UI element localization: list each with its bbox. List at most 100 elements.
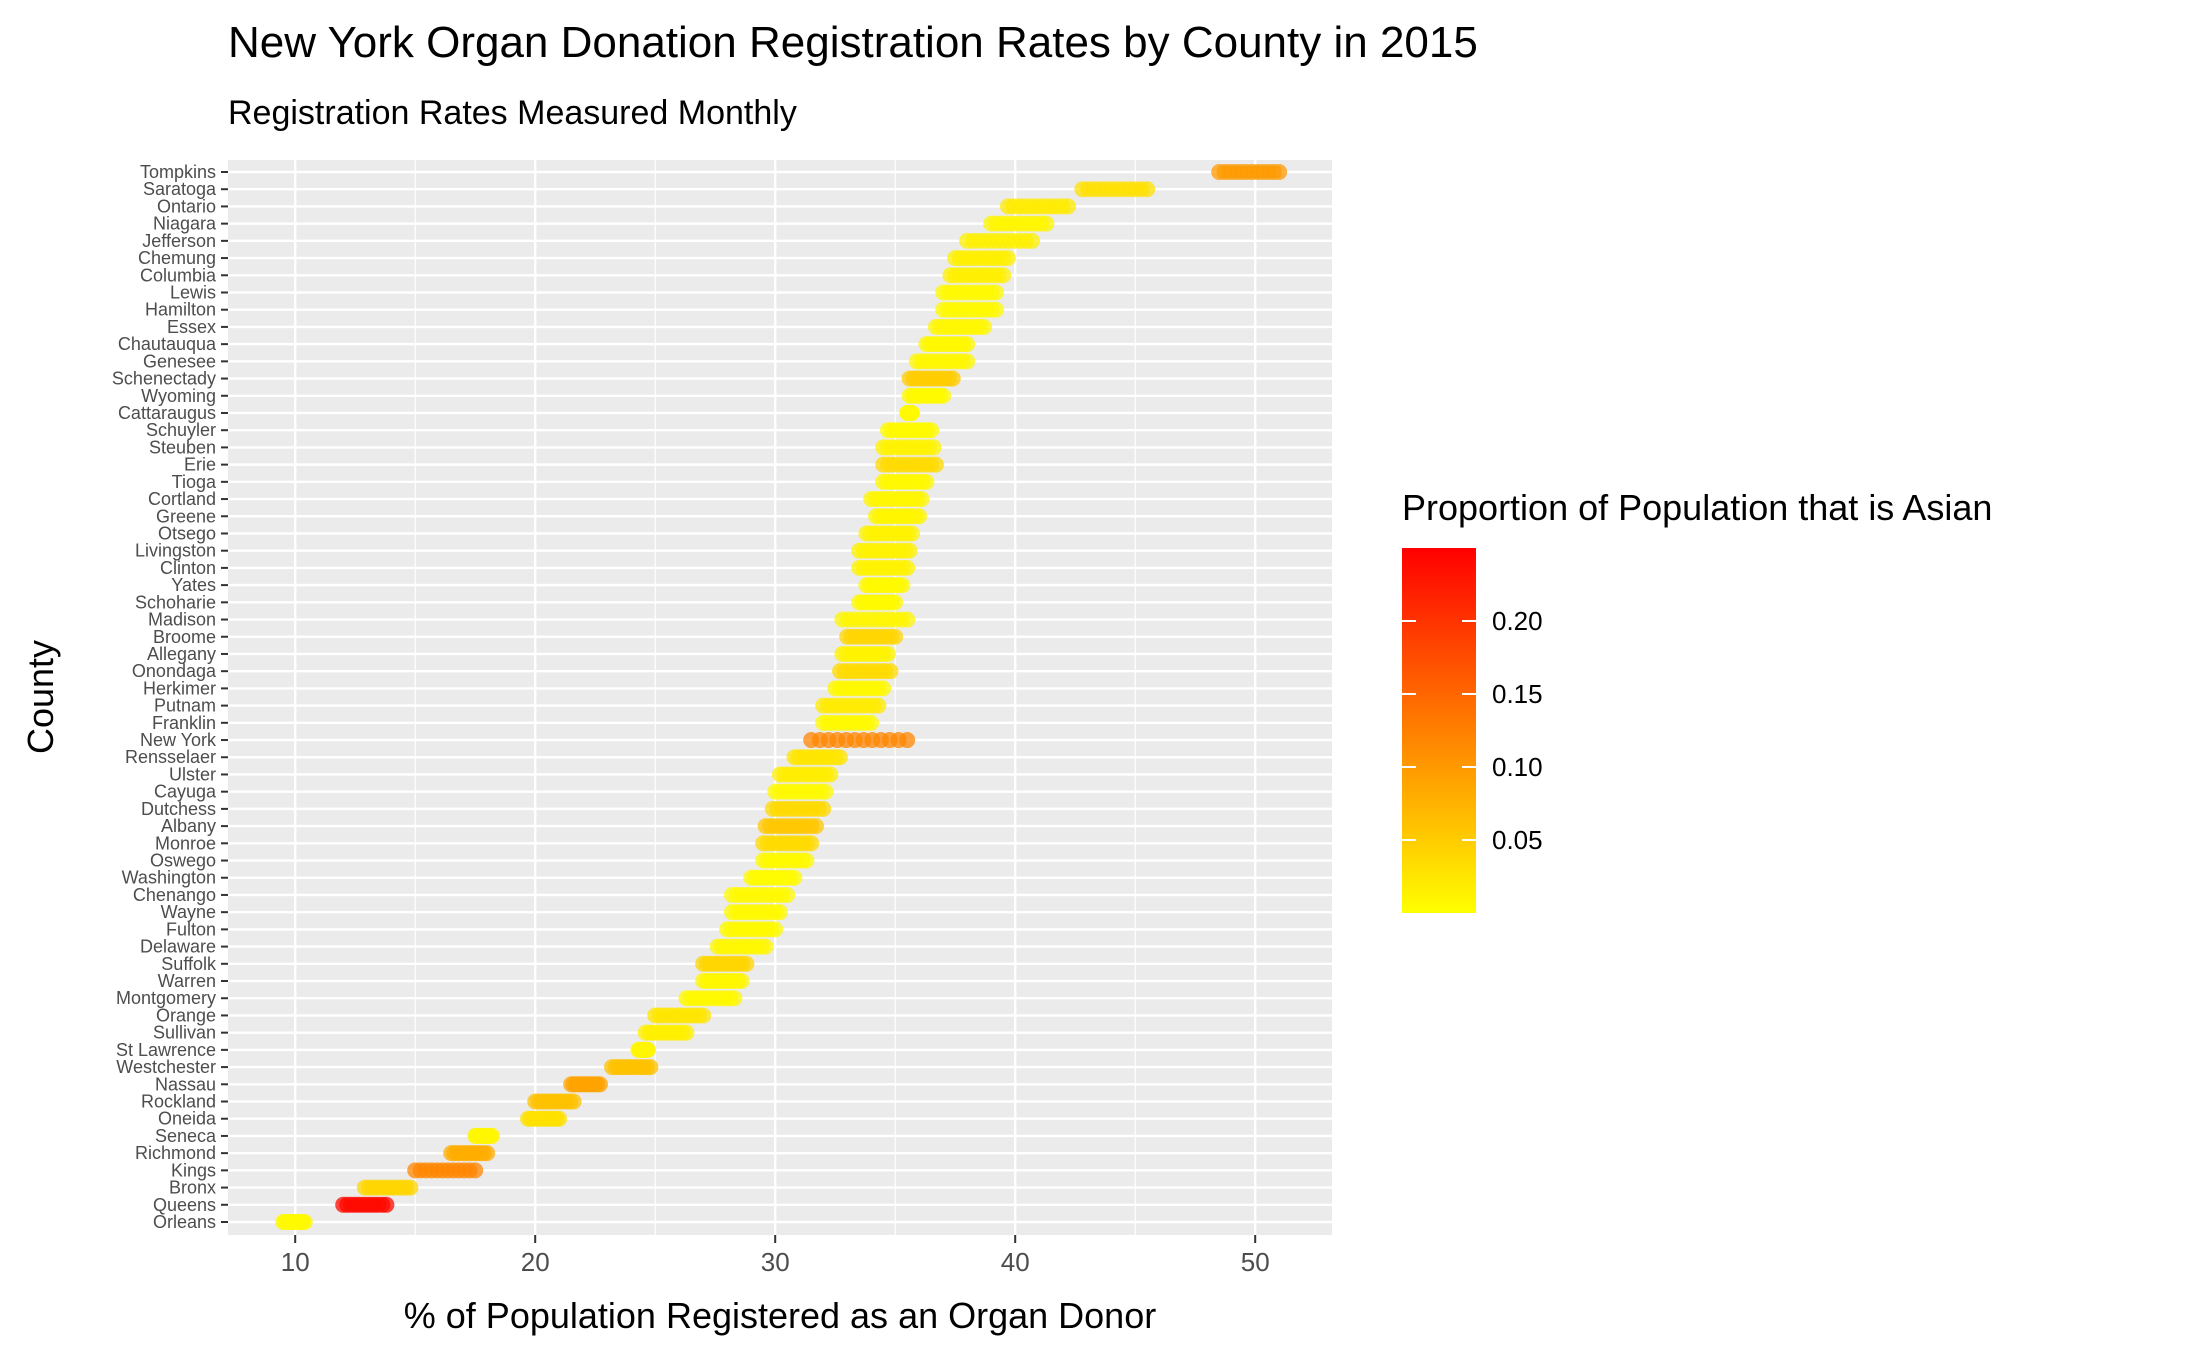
county-points [647,1007,712,1024]
data-point [832,749,848,766]
y-tick-label: Nassau [155,1074,216,1094]
county-points [834,645,896,662]
county-points [724,886,796,903]
y-tick-label: Washington [122,868,216,888]
legend-colorbar [1402,548,1476,913]
y-tick-label: Oswego [150,851,216,871]
y-tick-label: New York [140,730,217,750]
data-point [935,387,952,404]
y-tick-label: Cayuga [154,782,217,802]
data-point [726,990,743,1007]
data-point [944,370,961,387]
county-points [724,904,788,921]
data-point [757,938,774,955]
y-tick-label: Tompkins [140,162,216,182]
data-point [640,1041,656,1058]
data-point [592,1076,608,1093]
county-points [356,1179,419,1196]
county-points [827,680,892,697]
y-tick-label: Kings [171,1160,216,1180]
data-point [988,301,1004,318]
data-point [296,1214,313,1230]
y-tick-label: Suffolk [161,954,217,974]
plot-panel [228,160,1332,1235]
y-tick-label: Jefferson [142,231,216,251]
data-point [738,955,755,972]
y-tick-label: Westchester [116,1057,216,1077]
data-point [899,732,916,749]
county-points [851,594,904,611]
county-points [983,215,1055,232]
county-points [858,577,911,594]
y-tick-label: Rensselaer [125,747,216,767]
county-points [764,800,832,817]
county-points [851,559,916,576]
legend-tick-label: 0.20 [1492,606,1543,636]
county-points [527,1093,582,1110]
data-point [815,800,832,817]
data-point [695,1007,712,1024]
county-points [743,869,803,886]
y-tick-label: Ontario [157,196,216,216]
data-point [988,284,1004,301]
county-points [959,232,1040,249]
data-point [772,904,788,921]
county-points [863,491,930,508]
y-tick-label: Columbia [140,265,217,285]
data-point [976,318,992,335]
y-tick-label: Yates [171,575,216,595]
y-tick-label: Cortland [148,489,216,509]
county-points [834,611,916,628]
data-point [779,886,796,903]
county-points [839,628,904,645]
y-tick-label: Queens [153,1195,216,1215]
y-tick-label: Wayne [161,902,216,922]
x-axis: 10 20 30 40 50 [281,1235,1270,1277]
data-point [767,921,784,938]
y-tick-label: Schenectady [112,369,216,389]
y-tick-label: Orange [156,1005,216,1025]
data-point [808,818,824,835]
data-point [887,594,904,611]
y-tick-label: Clinton [160,558,216,578]
x-tick-label: 50 [1241,1247,1270,1277]
legend-tick-label: 0.05 [1492,825,1543,855]
data-point [925,439,942,456]
y-tick-label: Saratoga [143,179,217,199]
chart-title: New York Organ Donation Registration Rat… [228,18,1478,67]
county-points [875,456,944,473]
data-point [899,559,916,576]
data-point [995,267,1012,284]
y-tick-label: Bronx [169,1178,216,1198]
county-points [928,318,992,335]
x-tick-label: 20 [521,1247,550,1277]
y-tick-label: Allegany [147,644,216,664]
grid-layer [228,160,1332,1235]
data-point [880,645,896,662]
y-tick-label: Erie [184,455,216,475]
data-point [911,508,928,525]
y-tick-label: Chemung [138,248,216,268]
county-points [755,835,820,852]
data-point [733,973,750,990]
y-tick-label: Livingston [135,541,216,561]
data-point [467,1162,484,1179]
data-point [870,697,887,714]
data-point [803,835,820,852]
county-points [467,1127,500,1144]
data-point [882,663,899,680]
y-tick-label: Greene [156,506,216,526]
county-points [767,783,834,800]
data-point [904,525,920,542]
y-tick-label: Otsego [158,523,216,543]
county-points [772,766,839,783]
x-tick-label: 10 [281,1247,310,1277]
y-axis: TompkinsSaratogaOntarioNiagaraJeffersonC… [112,162,228,1232]
y-tick-label: Richmond [135,1143,216,1163]
data-point [565,1093,582,1110]
y-tick-label: Monroe [155,833,216,853]
points-layer [275,164,1288,1230]
county-points [275,1214,313,1230]
data-point [904,404,920,421]
